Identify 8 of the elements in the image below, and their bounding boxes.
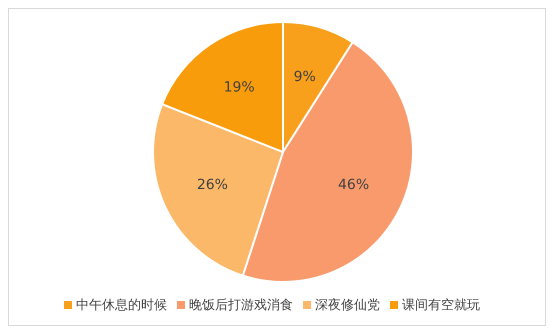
- legend-label: 课间有空就玩: [402, 298, 480, 313]
- legend-label: 深夜修仙党: [315, 298, 380, 313]
- legend-label: 中午休息的时候: [76, 298, 167, 313]
- legend-label: 晚饭后打游戏消食: [189, 298, 293, 313]
- data-label: 26%: [196, 177, 228, 194]
- data-label: 46%: [338, 177, 370, 194]
- data-label: 9%: [294, 69, 316, 86]
- data-label: 19%: [224, 79, 255, 96]
